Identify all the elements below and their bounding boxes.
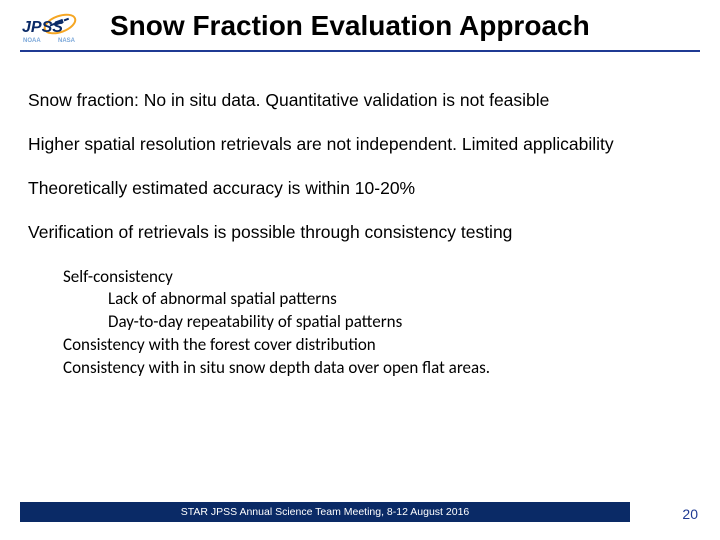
body-line-4: Verification of retrievals is possible t…	[28, 222, 698, 244]
body-line-1: Snow fraction: No in situ data. Quantita…	[28, 90, 698, 112]
consistency-indented-2: Day-to-day repeatability of spatial patt…	[63, 311, 698, 334]
slide-title: Snow Fraction Evaluation Approach	[110, 10, 670, 42]
svg-text:NASA: NASA	[58, 38, 76, 44]
slide-body: Snow fraction: No in situ data. Quantita…	[28, 90, 698, 380]
consistency-indented-1: Lack of abnormal spatial patterns	[63, 288, 698, 311]
slide: JPSS NOAA NASA Snow Fraction Evaluation …	[0, 0, 720, 540]
body-line-3: Theoretically estimated accuracy is with…	[28, 178, 698, 200]
svg-text:NOAA: NOAA	[23, 38, 41, 44]
jpss-logo: JPSS NOAA NASA	[20, 10, 80, 50]
page-number: 20	[682, 506, 698, 522]
title-underline	[20, 50, 700, 52]
consistency-flat-2: Consistency with in situ snow depth data…	[63, 357, 698, 380]
consistency-block: Self-consistency Lack of abnormal spatia…	[63, 266, 698, 381]
consistency-flat-1: Consistency with the forest cover distri…	[63, 334, 698, 357]
svg-text:JPSS: JPSS	[22, 19, 63, 36]
footer-bar: STAR JPSS Annual Science Team Meeting, 8…	[20, 502, 630, 522]
body-line-2: Higher spatial resolution retrievals are…	[28, 134, 698, 156]
consistency-heading: Self-consistency	[63, 266, 698, 289]
